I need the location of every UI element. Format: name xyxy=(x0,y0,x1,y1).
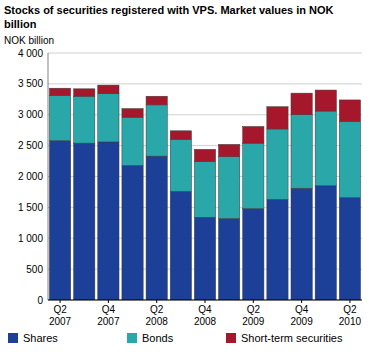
bar xyxy=(122,109,143,118)
bar xyxy=(74,89,95,96)
bar xyxy=(243,143,264,208)
y-axis xyxy=(48,53,49,300)
x-tick-label: Q22007 xyxy=(49,304,72,327)
bar xyxy=(243,126,264,143)
y-tick-label: 4 000 xyxy=(18,48,43,59)
bar xyxy=(146,96,167,105)
y-axis-label: NOK billion xyxy=(4,35,54,46)
y-tick-label: 3 500 xyxy=(18,78,43,89)
y-tick-label: 1 500 xyxy=(18,202,43,213)
x-tick-label: Q22010 xyxy=(339,304,362,327)
legend-swatch xyxy=(127,333,137,343)
bar xyxy=(49,141,70,300)
bar xyxy=(219,144,240,156)
legend-label: Shares xyxy=(23,332,58,344)
x-tick xyxy=(205,300,206,303)
bar xyxy=(315,186,336,300)
bar xyxy=(267,129,288,199)
bar xyxy=(98,85,119,94)
bar xyxy=(170,131,191,140)
bar xyxy=(219,157,240,219)
x-tick xyxy=(156,300,157,303)
y-tick-label: 2 500 xyxy=(18,140,43,151)
x-tick xyxy=(108,300,109,303)
bar xyxy=(194,217,215,300)
title: Stocks of securities registered with VPS… xyxy=(4,4,334,30)
bar xyxy=(98,94,119,142)
y-tick-label: 2 000 xyxy=(18,171,43,182)
bar xyxy=(49,96,70,141)
bars xyxy=(49,85,360,300)
x-tick-label: Q22008 xyxy=(146,304,169,327)
x-tick-label: Q42009 xyxy=(290,304,313,327)
bar xyxy=(122,165,143,300)
x-tick-label: Q42007 xyxy=(97,304,120,327)
bar xyxy=(339,100,360,122)
bar xyxy=(339,197,360,300)
legend-swatch xyxy=(226,333,236,343)
bar xyxy=(339,122,360,198)
x-tick xyxy=(253,300,254,303)
x-tick xyxy=(301,300,302,303)
y-tick-label: 3 000 xyxy=(18,109,43,120)
y-tick-label: 0 xyxy=(37,295,43,306)
bar xyxy=(74,143,95,300)
bar xyxy=(74,96,95,143)
x-tick-label: Q42008 xyxy=(194,304,217,327)
legend-label: Bonds xyxy=(142,332,174,344)
grid-line xyxy=(48,83,362,84)
bar xyxy=(243,209,264,300)
bar xyxy=(194,162,215,218)
bar xyxy=(291,115,312,188)
bar xyxy=(170,139,191,191)
bar xyxy=(146,156,167,300)
y-tick-label: 500 xyxy=(26,264,43,275)
y-tick-label: 1 000 xyxy=(18,233,43,244)
bar xyxy=(291,93,312,115)
bar xyxy=(219,218,240,300)
bar xyxy=(194,149,215,161)
x-tick-label: Q22009 xyxy=(242,304,265,327)
bar xyxy=(315,90,336,111)
bar xyxy=(315,111,336,186)
legend-label: Short-term securities xyxy=(241,332,343,344)
bar xyxy=(267,199,288,300)
bar xyxy=(98,142,119,300)
bar xyxy=(49,88,70,95)
legend-swatch xyxy=(8,333,18,343)
x-tick xyxy=(349,300,350,303)
bar xyxy=(170,191,191,300)
bar xyxy=(146,105,167,156)
bar xyxy=(267,107,288,129)
grid-line xyxy=(48,53,362,54)
bar xyxy=(291,188,312,300)
x-tick xyxy=(60,300,61,303)
bar xyxy=(122,117,143,165)
chart: Stocks of securities registered with VPS… xyxy=(0,0,370,358)
